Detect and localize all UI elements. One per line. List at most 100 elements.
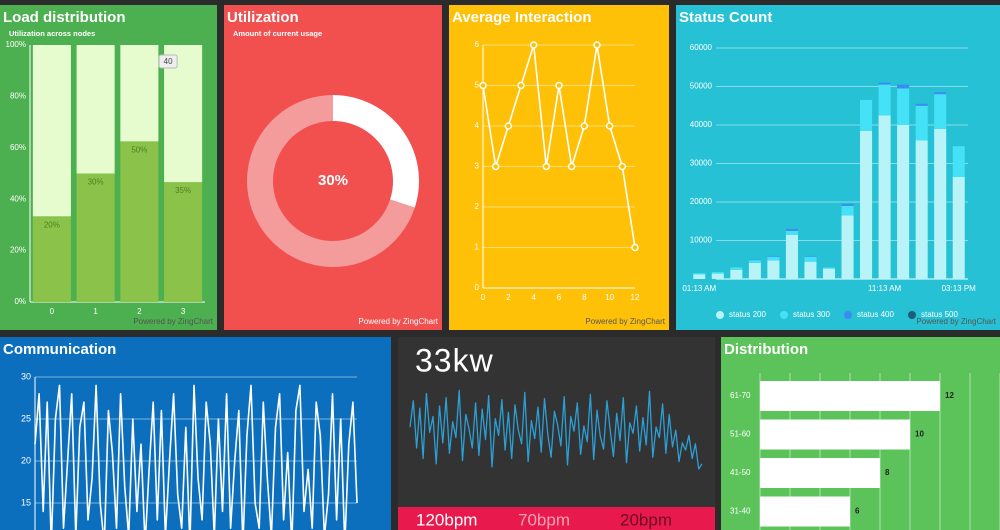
category-label: 31-40: [730, 507, 751, 516]
bar-segment: [897, 125, 910, 279]
bar-segment: [32, 45, 71, 217]
y-tick-label: 5: [475, 81, 480, 90]
panel-title: Status Count: [679, 9, 772, 26]
bar-segment: [730, 269, 743, 279]
panel-title: Average Interaction: [452, 9, 592, 26]
y-tick-label: 10000: [690, 236, 713, 245]
credit: Powered by ZingChart: [585, 317, 665, 326]
x-tick-label: 8: [582, 293, 587, 302]
bar-segment: [785, 228, 798, 231]
center-label: 30%: [318, 172, 348, 189]
y-tick-label: 6: [475, 40, 480, 49]
y-tick-label: 50000: [690, 82, 713, 91]
point: [529, 41, 538, 49]
panel-group: Average Interaction Powered by ZingChart 0…: [449, 5, 669, 330]
y-tick-label: 0: [475, 283, 480, 292]
bar-segment: [897, 84, 910, 89]
x-tick-label: 0: [50, 307, 55, 316]
x-tick-label: 4: [531, 293, 536, 302]
bar-segment: [860, 99, 873, 131]
bar-segment: [76, 173, 115, 302]
x-tick-label: 01:13 AM: [682, 284, 716, 293]
bar-segment: [804, 261, 817, 279]
point: [517, 81, 525, 90]
y-tick-label: 0%: [14, 297, 26, 306]
point: [618, 162, 627, 171]
y-tick-label: 40000: [690, 120, 713, 129]
point: [555, 81, 563, 90]
x-tick-label: 6: [557, 293, 562, 302]
bar-segment: [711, 273, 724, 279]
point: [631, 243, 639, 252]
x-tick-label: 1: [93, 307, 98, 316]
bar-segment: [767, 256, 780, 261]
y-tick-label: 15: [21, 497, 31, 507]
legend-label: status 300: [793, 310, 830, 319]
x-tick-label: 2: [506, 293, 511, 302]
point: [580, 122, 589, 130]
bar-segment: [915, 140, 928, 279]
y-tick-label: 40%: [10, 194, 26, 203]
category-label: 61-70: [730, 391, 751, 400]
y-tick-label: 30: [21, 371, 31, 381]
legend-marker: [908, 311, 916, 319]
panel: [449, 5, 669, 330]
legend-marker: [716, 311, 724, 319]
donut-slice: [333, 95, 419, 208]
panel-subtitle: Utilization across nodes: [9, 29, 95, 38]
x-tick-label: 3: [181, 307, 186, 316]
bar-segment: [934, 92, 947, 95]
y-tick-label: 80%: [10, 92, 26, 101]
y-tick-label: 30000: [690, 159, 713, 168]
y-tick-label: 60000: [690, 43, 713, 52]
bar-segment: [822, 268, 836, 279]
donut-slice: [247, 95, 415, 267]
x-tick-label: 10: [605, 293, 614, 302]
bar-segment: [915, 105, 928, 141]
bar-segment: [748, 260, 761, 263]
panel-title: Load distribution: [3, 9, 125, 26]
legend-marker: [780, 311, 788, 319]
value-label: 8: [885, 468, 890, 477]
point: [479, 81, 487, 90]
x-tick-label: 0: [481, 293, 486, 302]
bar-segment: [748, 262, 761, 279]
bar-segment: [841, 215, 854, 279]
bar-segment: [915, 103, 928, 106]
footer-bar: [398, 507, 715, 530]
y-tick-label: 4: [475, 121, 480, 130]
credit: Powered by ZingChart: [916, 317, 996, 326]
panel-title: Communication: [3, 341, 116, 358]
bar-segment: [711, 272, 724, 274]
bar-segment: [693, 274, 706, 279]
bar-segment: [730, 267, 743, 270]
y-tick-label: 20: [21, 455, 31, 465]
y-tick-label: 1: [475, 243, 480, 252]
bar-segment: [934, 128, 947, 279]
bar-segment: [804, 256, 817, 262]
point: [504, 122, 513, 130]
bar-segment: [934, 94, 947, 129]
bar-segment: [164, 182, 203, 302]
point: [542, 162, 551, 171]
tooltip: [158, 54, 178, 69]
value-label: 50%: [131, 145, 147, 154]
value-label: 6: [855, 507, 860, 516]
x-tick-label: 12: [631, 293, 640, 302]
panel-group: Communication 15 20 25 30: [0, 337, 391, 530]
footer-label: 70bpm: [518, 510, 570, 529]
legend-label: status 500: [921, 310, 958, 319]
line: [409, 389, 703, 470]
bar-segment: [841, 203, 854, 206]
legend-label: status 200: [729, 310, 766, 319]
bar-segment: [841, 205, 854, 216]
bar-segment: [952, 146, 965, 177]
tooltip-text: 40: [164, 57, 173, 66]
y-tick-label: 20%: [10, 246, 26, 255]
panel-group: Status Count Powered by ZingChart 10000 200…: [676, 5, 1000, 330]
bar-segment: [785, 234, 798, 279]
bar-segment: [878, 84, 891, 116]
panel-group: 33kwPowered by ZingChart120bpm70bpm20bpm: [398, 337, 715, 530]
